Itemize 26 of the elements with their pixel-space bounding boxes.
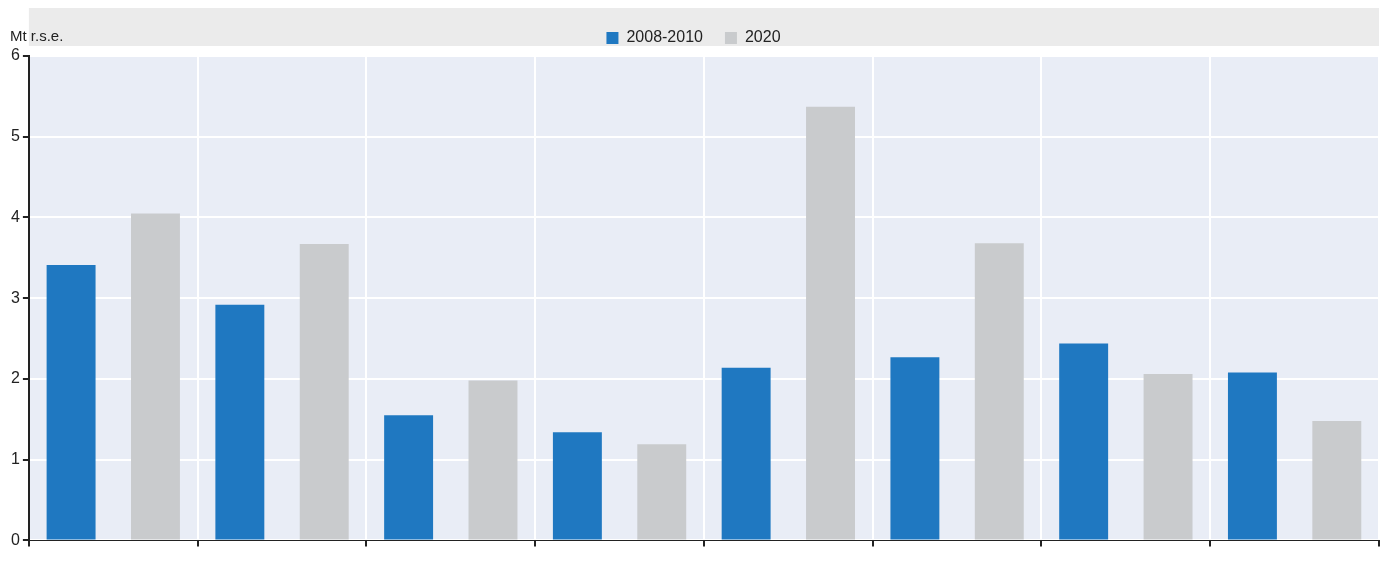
bar [890,357,940,540]
y-tick-label: 2 [10,369,20,387]
bar [721,367,771,540]
y-tick-label: 5 [10,127,20,145]
bar [637,444,687,540]
bar [215,304,265,540]
bar [299,244,349,540]
y-tick-label: 0 [10,530,20,548]
legend-label: 2008-2010 [626,28,704,46]
y-tick-label: 4 [10,207,20,225]
y-tick-label: 1 [10,450,20,468]
bar [974,243,1024,540]
bar [468,380,518,540]
bar [1059,343,1109,540]
legend-label: 2020 [744,28,781,46]
bar [1143,374,1193,540]
bar [552,432,602,540]
bar [1227,372,1277,540]
bar [384,415,434,540]
bar [806,106,855,540]
bar [46,265,96,540]
y-tick-label: 3 [10,288,20,306]
bar [131,213,180,540]
bar [1312,420,1362,540]
y-axis-title: Mt r.s.e. [10,26,64,44]
y-tick-label: 6 [10,46,20,64]
